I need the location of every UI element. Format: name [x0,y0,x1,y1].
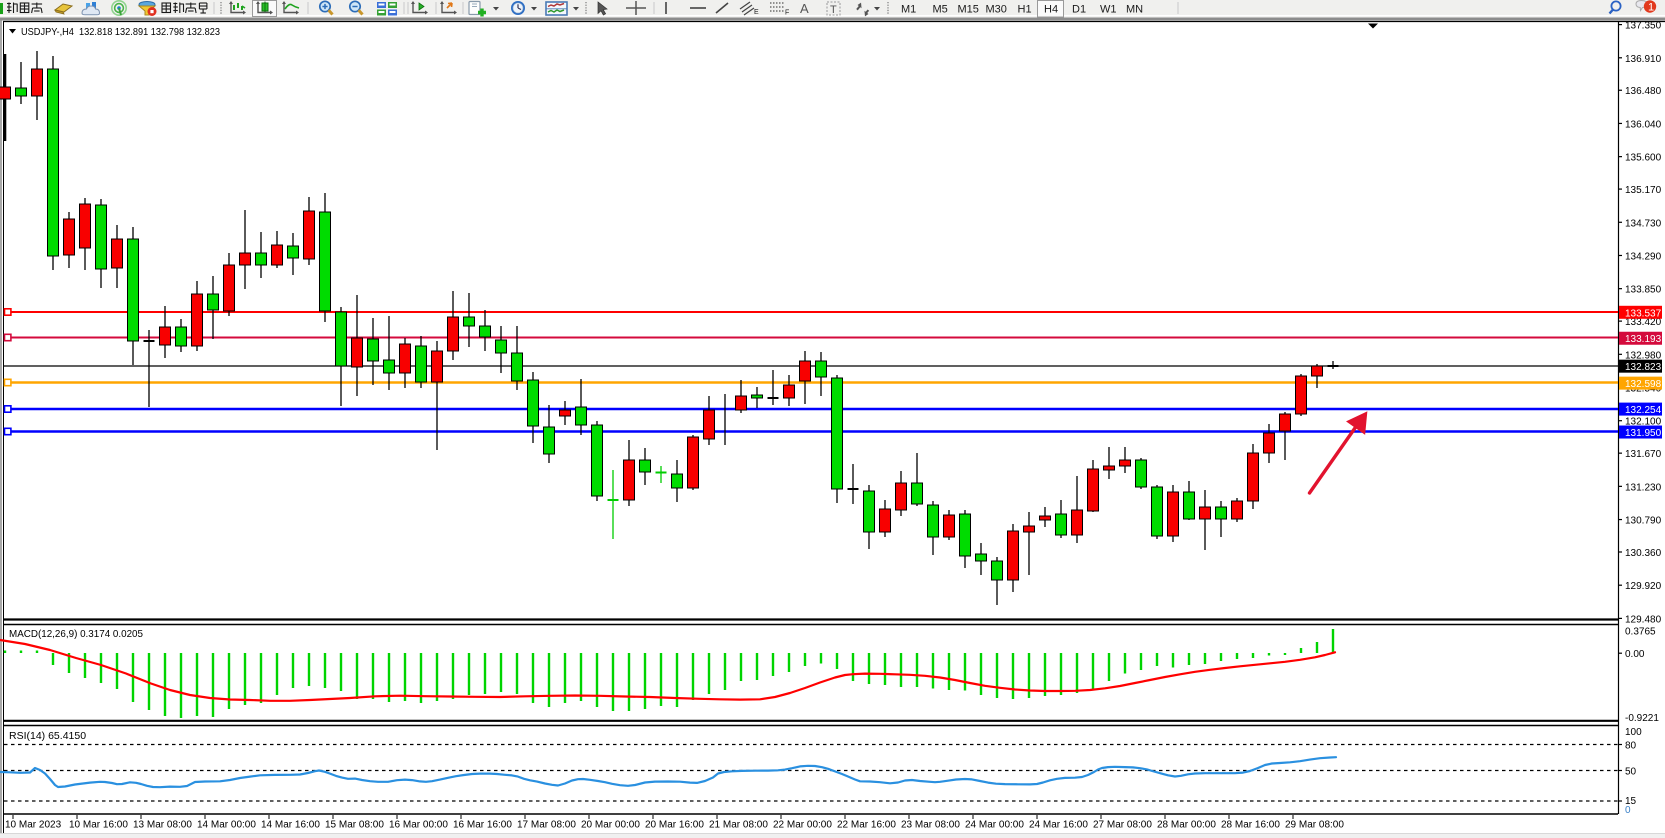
svg-text:0.3765: 0.3765 [1625,627,1656,638]
svg-text:131.670: 131.670 [1625,449,1662,460]
svg-text:132.823: 132.823 [1625,362,1662,373]
svg-text:133.850: 133.850 [1625,285,1662,296]
svg-text:-0.9221: -0.9221 [1625,713,1659,724]
svg-text:MACD(12,26,9) 0.3174 0.0205: MACD(12,26,9) 0.3174 0.0205 [9,628,143,640]
svg-text:100: 100 [1625,727,1642,738]
svg-text:15: 15 [1625,796,1637,807]
svg-text:135.600: 135.600 [1625,153,1662,164]
svg-text:1: 1 [1648,2,1654,14]
svg-text:RSI(14) 65.4150: RSI(14) 65.4150 [9,730,86,742]
svg-text:24 Mar 16:00: 24 Mar 16:00 [1029,820,1088,831]
svg-text:16 Mar 00:00: 16 Mar 00:00 [389,820,448,831]
svg-text:M15: M15 [958,4,979,16]
svg-text:135.170: 135.170 [1625,185,1662,196]
svg-text:134.730: 134.730 [1625,218,1662,229]
svg-text:13 Mar 08:00: 13 Mar 08:00 [133,820,192,831]
svg-text:28 Mar 16:00: 28 Mar 16:00 [1221,820,1280,831]
svg-text:131.950: 131.950 [1625,428,1662,439]
svg-text:136.040: 136.040 [1625,119,1662,130]
svg-text:F: F [785,10,789,17]
svg-text:133.420: 133.420 [1625,317,1662,328]
svg-text:0.00: 0.00 [1625,649,1645,660]
svg-text:129.920: 129.920 [1625,581,1662,592]
svg-text:130.790: 130.790 [1625,516,1662,527]
svg-text:W1: W1 [1100,4,1117,16]
svg-text:D1: D1 [1072,4,1086,16]
svg-text:14 Mar 00:00: 14 Mar 00:00 [197,820,256,831]
svg-text:T: T [830,4,837,16]
svg-text:29 Mar 08:00: 29 Mar 08:00 [1285,820,1344,831]
svg-text:22 Mar 16:00: 22 Mar 16:00 [837,820,896,831]
svg-text:0: 0 [1625,805,1631,816]
svg-text:130.360: 130.360 [1625,548,1662,559]
svg-text:24 Mar 00:00: 24 Mar 00:00 [965,820,1024,831]
svg-text:M5: M5 [933,4,948,16]
svg-text:80: 80 [1625,741,1637,752]
svg-text:21 Mar 08:00: 21 Mar 08:00 [709,820,768,831]
svg-text:132.980: 132.980 [1625,350,1662,361]
svg-text:133.193: 133.193 [1625,334,1662,345]
svg-text:M1: M1 [901,4,916,16]
svg-text:28 Mar 00:00: 28 Mar 00:00 [1157,820,1216,831]
svg-text:132.254: 132.254 [1625,405,1662,416]
svg-text:H4: H4 [1044,4,1058,16]
svg-text:H1: H1 [1018,4,1032,16]
svg-text:16 Mar 16:00: 16 Mar 16:00 [453,820,512,831]
svg-text:131.230: 131.230 [1625,482,1662,493]
svg-text:20 Mar 16:00: 20 Mar 16:00 [645,820,704,831]
svg-text:USDJPY-,H4 132.818 132.891 13: USDJPY-,H4 132.818 132.891 132.798 132.8… [21,26,220,38]
svg-text:MN: MN [1126,4,1143,16]
svg-text:136.910: 136.910 [1625,54,1662,65]
svg-text:50: 50 [1625,767,1637,778]
svg-text:23 Mar 08:00: 23 Mar 08:00 [901,820,960,831]
svg-text:15 Mar 08:00: 15 Mar 08:00 [325,820,384,831]
svg-text:137.350: 137.350 [1625,21,1662,32]
svg-text:134.290: 134.290 [1625,251,1662,262]
svg-text:27 Mar 08:00: 27 Mar 08:00 [1093,820,1152,831]
svg-text:129.480: 129.480 [1625,614,1662,625]
svg-text:20 Mar 00:00: 20 Mar 00:00 [581,820,640,831]
svg-text:10 Mar 2023: 10 Mar 2023 [5,820,62,831]
svg-text:17 Mar 08:00: 17 Mar 08:00 [517,820,576,831]
svg-text:E: E [754,9,759,16]
svg-text:22 Mar 00:00: 22 Mar 00:00 [773,820,832,831]
svg-text:133.537: 133.537 [1625,308,1662,319]
svg-text:M30: M30 [986,4,1007,16]
svg-text:14 Mar 16:00: 14 Mar 16:00 [261,820,320,831]
svg-text:10 Mar 16:00: 10 Mar 16:00 [69,820,128,831]
svg-text:132.598: 132.598 [1625,379,1662,390]
svg-text:A: A [800,1,809,16]
svg-text:136.480: 136.480 [1625,86,1662,97]
svg-text:132.100: 132.100 [1625,417,1662,428]
